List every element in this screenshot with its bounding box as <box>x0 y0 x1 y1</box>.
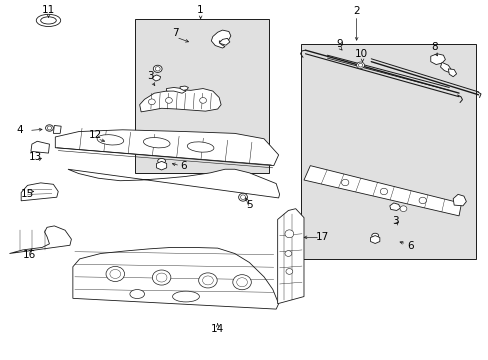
Bar <box>300 44 475 259</box>
Ellipse shape <box>41 17 56 24</box>
Ellipse shape <box>236 278 247 287</box>
Ellipse shape <box>356 62 364 68</box>
Ellipse shape <box>202 276 213 285</box>
Ellipse shape <box>155 67 160 71</box>
Ellipse shape <box>358 63 362 67</box>
Text: 3: 3 <box>147 71 154 81</box>
Ellipse shape <box>172 291 199 302</box>
Ellipse shape <box>130 289 144 298</box>
Ellipse shape <box>198 273 217 288</box>
Ellipse shape <box>285 230 293 238</box>
Ellipse shape <box>165 98 172 103</box>
Ellipse shape <box>399 206 406 212</box>
Bar <box>135 19 268 173</box>
Text: 1: 1 <box>197 5 203 15</box>
Polygon shape <box>21 183 58 201</box>
Text: 5: 5 <box>245 200 252 210</box>
Ellipse shape <box>45 125 53 131</box>
Polygon shape <box>389 203 400 211</box>
Polygon shape <box>211 30 230 48</box>
Ellipse shape <box>285 269 292 274</box>
Text: 6: 6 <box>180 161 186 171</box>
Text: 15: 15 <box>21 189 34 199</box>
Ellipse shape <box>152 270 170 285</box>
Ellipse shape <box>47 126 52 130</box>
Polygon shape <box>31 141 49 153</box>
Polygon shape <box>53 126 61 134</box>
Polygon shape <box>304 166 461 216</box>
Polygon shape <box>140 89 221 112</box>
Ellipse shape <box>240 195 245 199</box>
Polygon shape <box>430 54 445 64</box>
Polygon shape <box>440 62 450 72</box>
Ellipse shape <box>110 270 121 278</box>
Text: 13: 13 <box>29 152 42 162</box>
Ellipse shape <box>371 233 378 238</box>
Polygon shape <box>55 130 278 166</box>
Polygon shape <box>447 69 456 77</box>
Polygon shape <box>153 75 160 81</box>
Text: 12: 12 <box>89 130 102 140</box>
Ellipse shape <box>285 251 291 256</box>
Ellipse shape <box>418 197 426 204</box>
Text: 10: 10 <box>354 49 367 59</box>
Text: 14: 14 <box>211 324 224 334</box>
Ellipse shape <box>380 188 387 195</box>
Ellipse shape <box>187 142 213 152</box>
Polygon shape <box>166 87 185 93</box>
Ellipse shape <box>148 99 155 105</box>
Text: 7: 7 <box>172 28 178 38</box>
Polygon shape <box>9 226 71 253</box>
Ellipse shape <box>158 158 165 163</box>
Polygon shape <box>452 194 466 206</box>
Polygon shape <box>277 209 304 304</box>
Ellipse shape <box>232 275 251 290</box>
Ellipse shape <box>36 14 61 27</box>
Ellipse shape <box>156 273 166 282</box>
Polygon shape <box>73 247 278 309</box>
Ellipse shape <box>153 65 162 72</box>
Polygon shape <box>180 86 188 90</box>
Ellipse shape <box>341 179 348 186</box>
Polygon shape <box>219 39 229 45</box>
Text: 3: 3 <box>391 216 398 226</box>
Text: 2: 2 <box>353 6 359 17</box>
Text: 8: 8 <box>430 42 437 52</box>
Text: 9: 9 <box>336 39 342 49</box>
Text: 11: 11 <box>42 5 55 15</box>
Text: 16: 16 <box>22 250 36 260</box>
Polygon shape <box>156 161 166 170</box>
Text: 17: 17 <box>315 232 328 242</box>
Ellipse shape <box>97 135 123 145</box>
Ellipse shape <box>106 266 124 282</box>
Ellipse shape <box>143 138 170 148</box>
Text: 6: 6 <box>406 241 413 251</box>
Polygon shape <box>370 235 379 243</box>
Ellipse shape <box>199 98 206 103</box>
Ellipse shape <box>238 193 247 201</box>
Polygon shape <box>68 169 279 198</box>
Text: 4: 4 <box>17 125 23 135</box>
